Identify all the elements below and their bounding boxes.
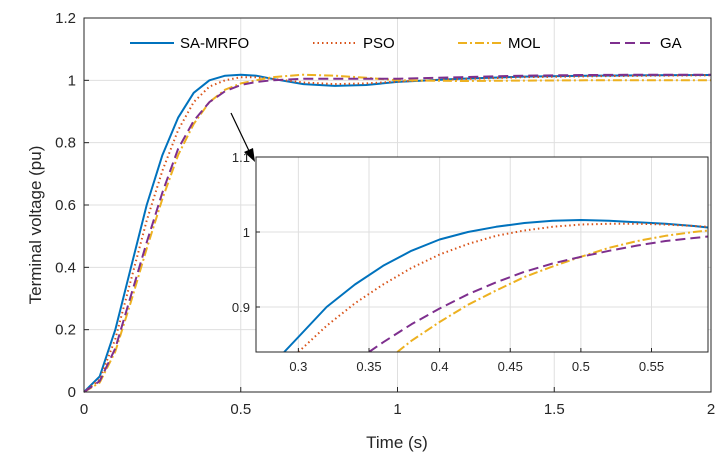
y-axis-label: Terminal voltage (pu) <box>26 146 45 305</box>
legend-label-ga: GA <box>660 35 682 52</box>
zoom-arrow <box>230 112 255 162</box>
inset-x-tick-label: 0.55 <box>639 359 664 374</box>
main-y-tick-label: 0.6 <box>55 197 76 214</box>
inset-series-ga <box>368 235 708 352</box>
zoom-arrow-head <box>244 148 255 162</box>
inset-y-tick-label: 1.1 <box>232 150 250 165</box>
main-x-tick-label: 0.5 <box>230 401 251 418</box>
legend: SA-MRFO PSO MOL GA <box>130 35 682 52</box>
inset-x-tick-label: 0.35 <box>356 359 381 374</box>
inset-series-sa-mrfo <box>283 219 708 352</box>
inset-y-tick-label: 0.9 <box>232 300 250 315</box>
main-x-tick-label: 1.5 <box>544 401 565 418</box>
inset-x-tick-label: 0.3 <box>289 359 307 374</box>
main-y-tick-label: 1.2 <box>55 10 76 27</box>
main-series-ga <box>83 73 711 393</box>
legend-label-mol: MOL <box>508 35 541 52</box>
inset-y-tick-label: 1 <box>243 225 250 240</box>
legend-label-pso: PSO <box>363 35 395 52</box>
main-y-tick-label: 0.2 <box>55 322 76 339</box>
main-x-tick-label: 0 <box>80 401 88 418</box>
zoom-arrow-line <box>230 112 252 156</box>
x-axis-label: Time (s) <box>366 433 428 452</box>
main-x-tick-label: 1 <box>393 401 401 418</box>
inset-series-lines <box>283 219 708 352</box>
inset-series-mol <box>396 229 708 352</box>
inset-x-tick-label: 0.4 <box>431 359 449 374</box>
main-series-mol <box>83 73 711 393</box>
inset-x-tick-label: 0.45 <box>498 359 523 374</box>
inset-tick-labels: 0.3 0.35 0.4 0.45 0.5 0.55 0.9 1 1.1 <box>232 150 664 374</box>
inset-background <box>256 157 708 352</box>
main-x-tick-label: 2 <box>707 401 715 418</box>
main-y-tick-label: 0.4 <box>55 259 76 276</box>
main-tick-labels: 0 0.5 1 1.5 2 0 0.2 0.4 0.6 0.8 1 1.2 <box>55 10 715 418</box>
legend-label-sa-mrfo: SA-MRFO <box>180 35 249 52</box>
main-y-tick-label: 0 <box>68 384 76 401</box>
inset-x-tick-label: 0.5 <box>572 359 590 374</box>
main-series-lines <box>83 73 712 393</box>
main-series-sa-mrfo <box>83 73 712 393</box>
inset-series-pso <box>297 222 708 352</box>
main-y-tick-label: 0.8 <box>55 135 76 152</box>
inset-plot-frame <box>255 156 709 353</box>
main-y-tick-label: 1 <box>68 72 76 89</box>
